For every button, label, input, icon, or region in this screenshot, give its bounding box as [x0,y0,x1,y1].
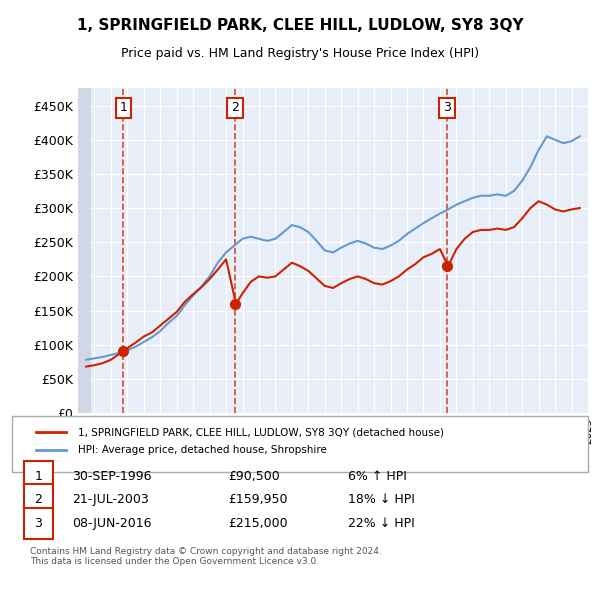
Text: 21-JUL-2003: 21-JUL-2003 [72,493,149,506]
Text: 3: 3 [443,101,451,114]
Text: 18% ↓ HPI: 18% ↓ HPI [348,493,415,506]
Text: 08-JUN-2016: 08-JUN-2016 [72,517,151,530]
Text: 1, SPRINGFIELD PARK, CLEE HILL, LUDLOW, SY8 3QY: 1, SPRINGFIELD PARK, CLEE HILL, LUDLOW, … [77,18,523,32]
Text: 2: 2 [34,493,43,506]
Text: 6% ↑ HPI: 6% ↑ HPI [348,470,407,483]
Text: 1: 1 [119,101,127,114]
Text: £159,950: £159,950 [228,493,287,506]
Bar [78,88,91,413]
Text: HPI: Average price, detached house, Shropshire: HPI: Average price, detached house, Shro… [78,445,327,455]
Text: 2: 2 [231,101,239,114]
Text: 3: 3 [34,517,43,530]
Text: £90,500: £90,500 [228,470,280,483]
Text: Contains HM Land Registry data © Crown copyright and database right 2024.
This d: Contains HM Land Registry data © Crown c… [30,547,382,566]
Text: £215,000: £215,000 [228,517,287,530]
Text: 30-SEP-1996: 30-SEP-1996 [72,470,151,483]
Text: 1: 1 [34,470,43,483]
Text: 22% ↓ HPI: 22% ↓ HPI [348,517,415,530]
Text: Price paid vs. HM Land Registry's House Price Index (HPI): Price paid vs. HM Land Registry's House … [121,47,479,60]
Text: 1, SPRINGFIELD PARK, CLEE HILL, LUDLOW, SY8 3QY (detached house): 1, SPRINGFIELD PARK, CLEE HILL, LUDLOW, … [78,428,444,437]
